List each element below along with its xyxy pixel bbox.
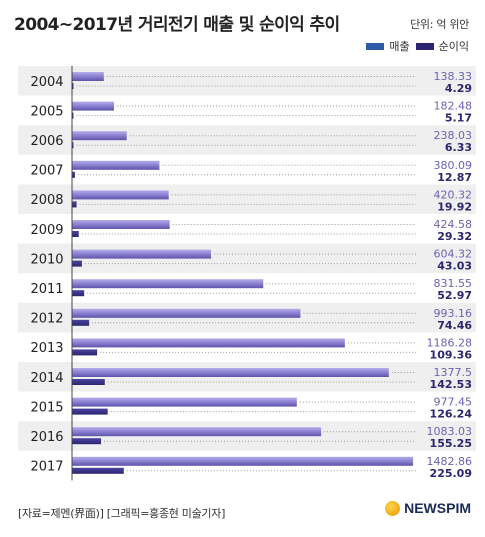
bar-sales (72, 308, 301, 318)
data-label-sales: 1377.5 (434, 366, 473, 379)
bar-sales (72, 427, 322, 437)
category-label: 2006 (30, 134, 63, 149)
legend-label-sales: 매출 (389, 40, 410, 53)
data-label-net-income: 74.46 (437, 319, 472, 332)
data-label-net-income: 12.87 (437, 171, 472, 184)
bar-sales (72, 190, 169, 200)
data-label-net-income: 4.29 (445, 82, 472, 95)
newspim-logo: NEWSPIM (385, 500, 471, 516)
bar-sales (72, 72, 104, 81)
bar-net-income (72, 438, 102, 445)
category-label: 2013 (30, 341, 63, 356)
category-label: 2017 (30, 460, 63, 475)
bar-net-income (72, 142, 74, 149)
category-label: 2004 (30, 75, 63, 90)
bar-net-income (72, 201, 77, 208)
data-label-net-income: 29.32 (437, 230, 472, 243)
bar-sales (72, 338, 345, 348)
data-label-net-income: 19.92 (437, 200, 472, 213)
category-label: 2010 (30, 252, 63, 267)
data-label-sales: 604.32 (434, 248, 473, 261)
bar-sales (72, 397, 297, 407)
data-label-sales: 1186.28 (427, 336, 473, 349)
data-label-sales: 238.03 (434, 129, 473, 142)
data-label-sales: 182.48 (434, 100, 473, 113)
source-credit: [자료=제멘(界面)] [그래픽=홍종현 미술기자] (18, 507, 226, 520)
logo-mark-icon (385, 500, 401, 516)
legend: 매출 순이익 (366, 38, 469, 54)
data-label-net-income: 225.09 (430, 467, 472, 480)
bar-sales (72, 368, 389, 377)
data-label-sales: 831.55 (434, 277, 473, 290)
bar-net-income (72, 467, 124, 474)
bar-net-income (72, 379, 105, 385)
data-label-sales: 977.45 (434, 396, 473, 409)
data-label-net-income: 126.24 (430, 408, 473, 421)
legend-swatch-net-income (415, 42, 434, 50)
category-label: 2009 (30, 223, 63, 238)
chart-title: 2004~2017년 거리전기 매출 및 순이익 추이 (14, 15, 340, 35)
logo-text: NEWSPIM (404, 500, 471, 516)
data-label-sales: 420.32 (434, 188, 473, 201)
bar-sales (72, 279, 264, 289)
data-label-sales: 1482.86 (427, 455, 473, 468)
data-label-sales: 424.58 (434, 218, 473, 231)
bar-chart: 2004 138.334.29 2005 182.485.17 2006 238.036.… (18, 66, 476, 481)
bar-sales (72, 249, 211, 259)
bar-net-income (72, 290, 85, 297)
bar-net-income (72, 171, 75, 178)
legend-item-sales: 매출 (366, 38, 410, 54)
data-label-net-income: 142.53 (430, 378, 472, 391)
data-label-sales: 993.16 (434, 307, 473, 320)
bar-sales (72, 131, 127, 141)
data-label-sales: 380.09 (434, 159, 473, 172)
data-label-sales: 1083.03 (427, 425, 473, 438)
bar-sales (72, 456, 414, 466)
legend-item-net-income: 순이익 (415, 38, 469, 54)
data-label-net-income: 109.36 (430, 348, 473, 361)
unit-label: 단위: 억 위안 (410, 18, 469, 31)
data-label-net-income: 6.33 (445, 141, 472, 154)
bar-net-income (72, 349, 98, 356)
category-label: 2011 (30, 282, 63, 297)
category-label: 2007 (30, 164, 63, 179)
data-label-net-income: 5.17 (445, 112, 472, 125)
category-label: 2014 (30, 371, 63, 386)
bar-net-income (72, 83, 74, 89)
bar-net-income (72, 408, 108, 415)
bar-net-income (72, 319, 90, 326)
bar-sales (72, 160, 160, 170)
bar-sales (72, 101, 114, 111)
bar-sales (72, 220, 170, 229)
category-label: 2016 (30, 430, 63, 445)
data-label-net-income: 43.03 (437, 260, 472, 273)
legend-swatch-sales (366, 42, 385, 50)
category-label: 2005 (30, 104, 63, 119)
bar-net-income (72, 231, 79, 237)
data-label-net-income: 52.97 (437, 289, 472, 302)
bar-net-income (72, 112, 74, 119)
category-label: 2008 (30, 193, 63, 208)
data-label-sales: 138.33 (434, 70, 473, 83)
data-label-net-income: 155.25 (430, 437, 472, 450)
category-label: 2012 (30, 312, 63, 327)
category-label: 2015 (30, 400, 63, 415)
bar-net-income (72, 260, 82, 267)
legend-label-net-income: 순이익 (438, 40, 469, 53)
